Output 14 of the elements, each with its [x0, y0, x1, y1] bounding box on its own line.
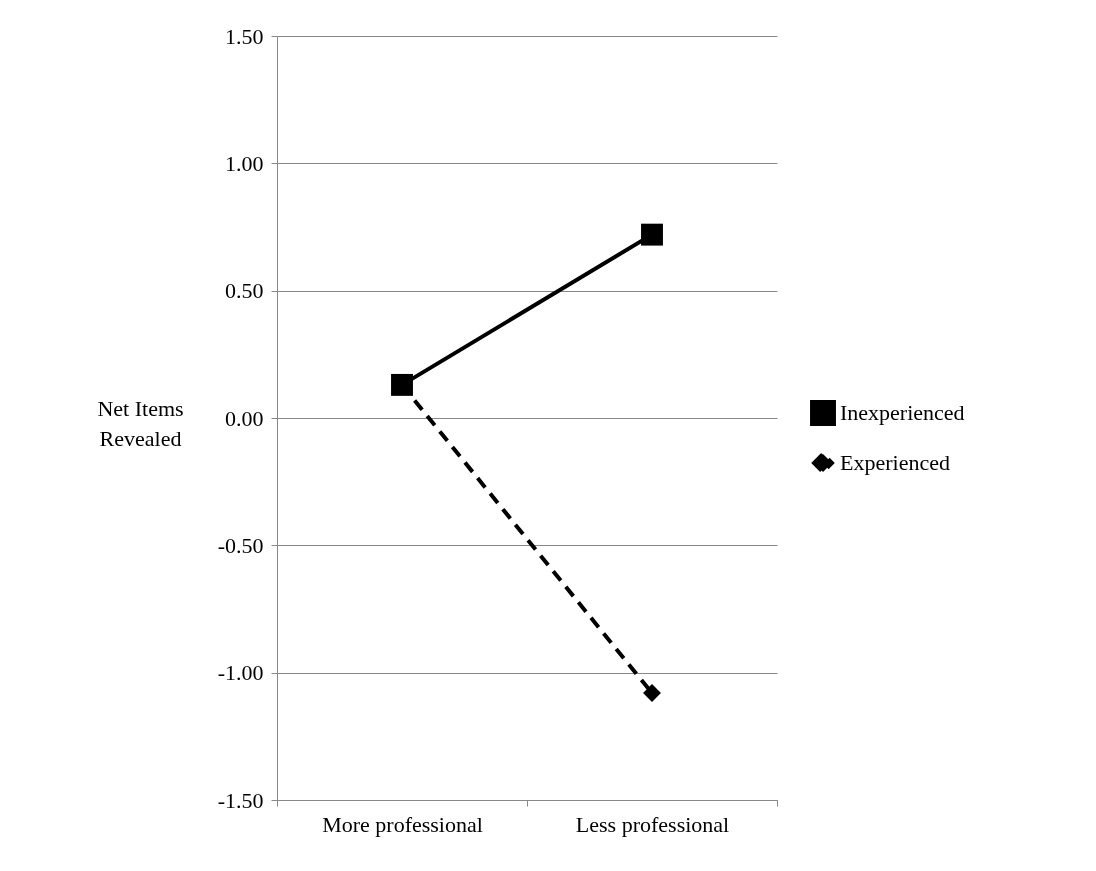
y-tick-label: -0.50	[217, 532, 264, 558]
x-tick-label: More professional	[322, 811, 483, 837]
y-tick-label: 1.00	[225, 150, 264, 176]
y-tick-label: 0.00	[225, 405, 264, 431]
y-tick-label: -1.00	[217, 660, 264, 686]
point	[643, 684, 661, 702]
y-tick-label: -1.50	[217, 787, 264, 813]
x-tick-label: Less professional	[575, 811, 730, 837]
y-tick-label: 0.50	[225, 278, 264, 304]
legend-label: Inexperienced	[840, 400, 965, 425]
y-tick-label: 1.50	[225, 23, 264, 49]
point	[641, 223, 663, 246]
legend-label: Experienced	[840, 450, 950, 475]
y-axis-title: Net Items Revealed	[97, 395, 184, 451]
